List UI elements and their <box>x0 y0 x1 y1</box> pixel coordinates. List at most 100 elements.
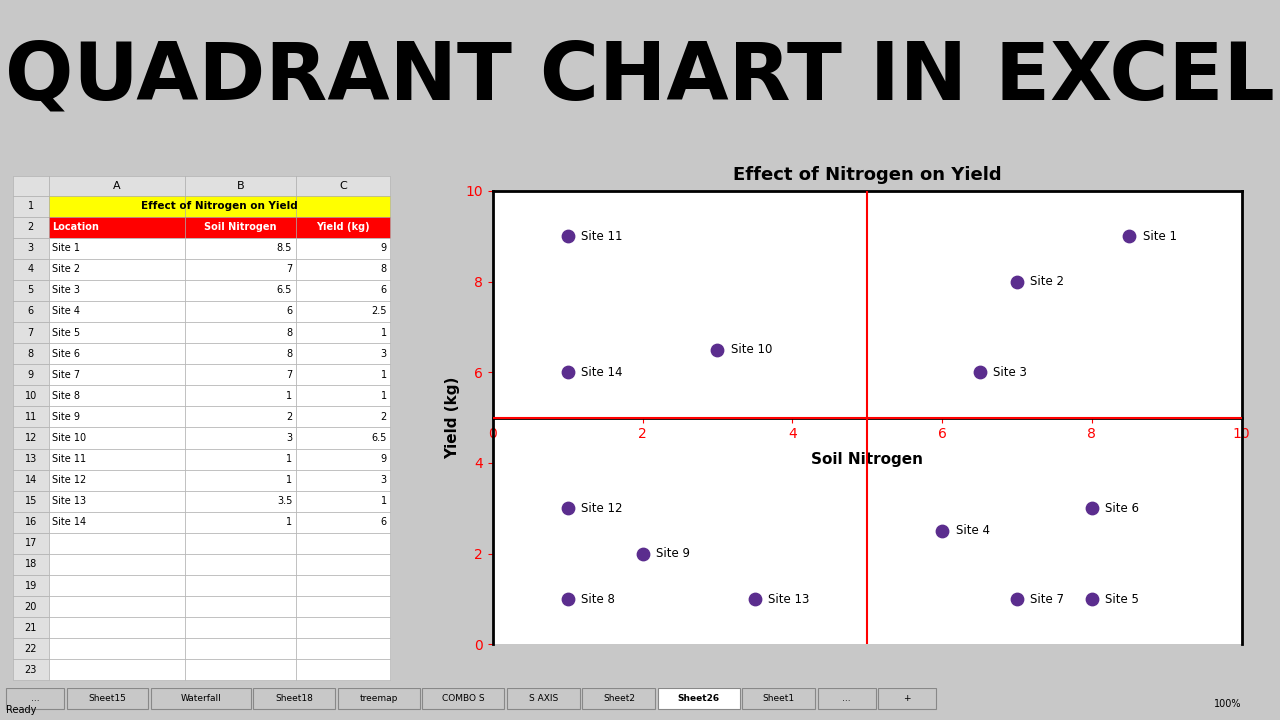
Bar <box>296 533 390 554</box>
Bar <box>296 176 390 196</box>
Text: ...: ... <box>842 693 851 703</box>
Bar <box>296 449 390 469</box>
Point <box>932 526 952 537</box>
Bar <box>67 688 148 708</box>
Bar <box>13 364 49 385</box>
Bar <box>49 343 184 364</box>
Point <box>558 593 579 605</box>
Bar <box>49 512 184 533</box>
Text: 16: 16 <box>24 517 37 527</box>
Bar <box>184 575 296 596</box>
Bar <box>296 301 390 322</box>
Text: 3: 3 <box>287 433 292 443</box>
Text: 15: 15 <box>24 496 37 506</box>
Bar <box>296 617 390 638</box>
Bar <box>49 638 184 660</box>
Bar <box>184 322 296 343</box>
Text: 10: 10 <box>24 391 37 401</box>
Text: 3.5: 3.5 <box>276 496 292 506</box>
Bar <box>13 280 49 301</box>
Text: 2: 2 <box>28 222 33 232</box>
Text: 7: 7 <box>285 370 292 379</box>
Text: Effect of Nitrogen on Yield: Effect of Nitrogen on Yield <box>141 201 298 211</box>
Bar <box>13 343 49 364</box>
Bar <box>184 258 296 280</box>
Text: 6.5: 6.5 <box>371 433 387 443</box>
Bar <box>296 554 390 575</box>
Bar <box>184 217 296 238</box>
Point <box>1007 593 1028 605</box>
Text: 22: 22 <box>24 644 37 654</box>
Point <box>1007 276 1028 287</box>
Bar <box>49 449 184 469</box>
Bar <box>13 449 49 469</box>
Bar <box>742 688 815 708</box>
Bar <box>13 301 49 322</box>
Bar <box>184 385 296 406</box>
Text: A: A <box>113 181 120 191</box>
Bar <box>184 596 296 617</box>
Bar <box>184 176 296 196</box>
Bar <box>49 364 184 385</box>
Text: Site 10: Site 10 <box>52 433 87 443</box>
Text: Waterfall: Waterfall <box>180 693 221 703</box>
Bar <box>49 575 184 596</box>
Text: Site 6: Site 6 <box>52 348 81 359</box>
Bar <box>49 301 184 322</box>
Bar <box>49 533 184 554</box>
Text: Site 3: Site 3 <box>52 285 81 295</box>
Text: Site 11: Site 11 <box>581 230 622 243</box>
Text: 1: 1 <box>28 201 33 211</box>
Bar <box>184 449 296 469</box>
Bar <box>184 512 296 533</box>
Bar <box>296 638 390 660</box>
Point <box>558 366 579 378</box>
Bar <box>296 469 390 490</box>
Bar <box>582 688 655 708</box>
Bar <box>296 196 390 217</box>
Bar <box>184 428 296 449</box>
Bar <box>296 258 390 280</box>
Bar <box>253 688 335 708</box>
Bar <box>49 238 184 258</box>
Text: 12: 12 <box>24 433 37 443</box>
Bar <box>13 258 49 280</box>
Bar <box>296 343 390 364</box>
Text: Site 12: Site 12 <box>581 502 622 515</box>
Text: 6: 6 <box>380 285 387 295</box>
Bar <box>13 533 49 554</box>
Bar <box>184 196 296 217</box>
Text: Sheet26: Sheet26 <box>678 693 719 703</box>
Point <box>969 366 989 378</box>
Text: 2: 2 <box>380 412 387 422</box>
Text: 3: 3 <box>380 475 387 485</box>
Bar <box>49 280 184 301</box>
Point <box>558 230 579 242</box>
Bar <box>49 596 184 617</box>
Text: 8: 8 <box>287 348 292 359</box>
Text: Site 14: Site 14 <box>52 517 87 527</box>
Bar <box>13 512 49 533</box>
Text: Site 14: Site 14 <box>581 366 622 379</box>
Text: +: + <box>904 693 910 703</box>
Text: 6: 6 <box>28 307 33 317</box>
Bar <box>184 617 296 638</box>
Text: Location: Location <box>52 222 100 232</box>
Text: 21: 21 <box>24 623 37 633</box>
Text: COMBO S: COMBO S <box>442 693 485 703</box>
Bar <box>184 533 296 554</box>
Text: ...: ... <box>31 693 40 703</box>
Bar <box>296 322 390 343</box>
Bar <box>296 385 390 406</box>
Text: Ready: Ready <box>6 705 37 715</box>
Title: Effect of Nitrogen on Yield: Effect of Nitrogen on Yield <box>733 166 1001 184</box>
Text: Site 1: Site 1 <box>1143 230 1176 243</box>
Text: 7: 7 <box>28 328 33 338</box>
Bar <box>296 238 390 258</box>
Point <box>745 593 765 605</box>
Text: Sheet2: Sheet2 <box>603 693 635 703</box>
Text: 3: 3 <box>28 243 33 253</box>
Bar <box>49 617 184 638</box>
Bar <box>184 343 296 364</box>
Bar <box>49 385 184 406</box>
